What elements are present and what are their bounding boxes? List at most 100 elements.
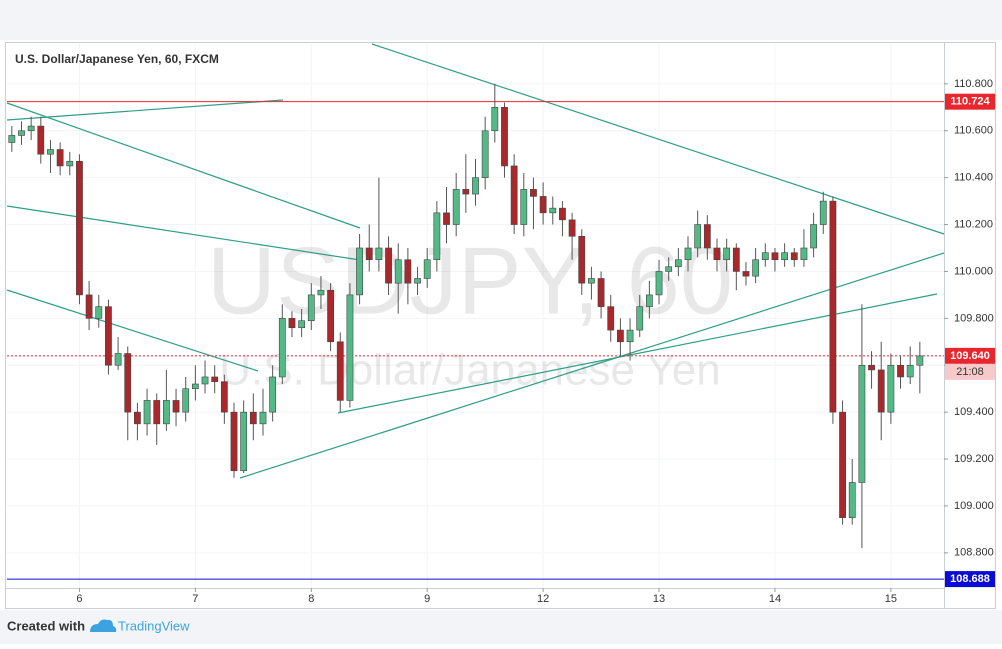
- price-label-box: [945, 347, 995, 364]
- y-tick-label: 110.600: [954, 125, 993, 137]
- candle-body: [443, 212, 450, 225]
- x-tick-label: 14: [769, 593, 781, 605]
- candle-body: [8, 135, 16, 143]
- candle-body: [761, 252, 769, 261]
- candle-body: [85, 294, 93, 319]
- candle-body: [365, 247, 373, 261]
- footer-brand[interactable]: TradingView: [118, 618, 190, 633]
- y-tick-label: 110.800: [954, 78, 993, 90]
- candle-body: [877, 369, 885, 413]
- candle-body: [249, 411, 257, 425]
- chart-title: U.S. Dollar/Japanese Yen, 60, FXCM: [15, 52, 219, 66]
- x-tick-label: 6: [76, 593, 82, 605]
- candle-body: [539, 196, 547, 214]
- candle-body: [288, 318, 296, 329]
- watermark: USDJPY, 60: [207, 227, 734, 334]
- y-tick-label: 108.800: [954, 547, 994, 559]
- candle-body: [887, 364, 895, 413]
- candle-body: [771, 252, 779, 261]
- x-tick-label: 13: [653, 593, 665, 605]
- y-tick-label: 109.000: [954, 500, 994, 512]
- y-tick-label: 109.200: [954, 453, 994, 465]
- candle-body: [76, 160, 83, 296]
- candle-body: [607, 306, 615, 331]
- candle-body: [617, 329, 624, 343]
- candle-body: [578, 235, 586, 284]
- candle-body: [105, 306, 112, 366]
- candle-body: [201, 376, 209, 385]
- candle-body: [18, 130, 25, 136]
- candle-body: [346, 294, 354, 401]
- candle-body: [549, 207, 557, 214]
- candle-body: [636, 306, 644, 331]
- y-tick-label: 110.400: [954, 172, 993, 184]
- plot: [7, 83, 944, 580]
- candle-body: [356, 247, 363, 296]
- candle-body: [906, 364, 914, 378]
- candle-body: [336, 341, 344, 401]
- candle-body: [858, 364, 866, 483]
- candle-body: [327, 289, 334, 343]
- candle-body: [394, 259, 402, 284]
- candle-body: [559, 207, 566, 221]
- candle-body: [433, 212, 441, 261]
- y-tick-label: 110.200: [954, 218, 993, 230]
- candle-body: [124, 353, 132, 413]
- candle-body: [481, 130, 489, 178]
- y-tick-label: 109.800: [954, 312, 994, 324]
- candle-body: [626, 329, 634, 343]
- trend-line: [6, 205, 361, 261]
- candle-body: [829, 200, 837, 413]
- candle-body: [868, 364, 875, 371]
- candle-body: [655, 271, 663, 296]
- candle-body: [278, 318, 286, 378]
- x-tick-label: 7: [192, 593, 198, 605]
- x-tick-label: 15: [885, 593, 897, 605]
- countdown: 21:08: [956, 366, 984, 378]
- candle-body: [230, 411, 238, 472]
- candle-body: [694, 224, 702, 249]
- candle-body: [703, 224, 711, 249]
- brand-logo[interactable]: [90, 619, 117, 633]
- candle-body: [723, 247, 731, 261]
- axes: 108.800109.000109.200109.400109.600109.8…: [76, 78, 995, 605]
- candle-body: [713, 247, 721, 261]
- price-label: 108.688: [950, 573, 990, 585]
- price-label: 110.724: [950, 96, 990, 108]
- trend-line: [337, 293, 938, 414]
- candle-body: [66, 160, 74, 167]
- price-label-box: [945, 571, 995, 588]
- candle-body: [501, 107, 508, 167]
- candle-body: [568, 219, 576, 237]
- candle-body: [414, 278, 421, 284]
- candle-body: [819, 200, 827, 225]
- candle-body: [674, 259, 682, 268]
- candle-body: [307, 294, 315, 321]
- candle-body: [645, 294, 653, 307]
- candle-body: [240, 411, 248, 472]
- price-label-box: [945, 93, 995, 110]
- trend-line: [6, 289, 259, 372]
- x-tick-label: 8: [308, 593, 314, 605]
- candle-body: [684, 247, 692, 261]
- candle-body: [375, 247, 383, 261]
- candle-body: [839, 411, 846, 518]
- candle-body: [385, 247, 392, 284]
- trend-line: [239, 252, 945, 479]
- candle-body: [916, 355, 924, 366]
- candle-body: [134, 411, 141, 425]
- candle-body: [742, 271, 750, 277]
- candle-body: [452, 189, 460, 225]
- candle-body: [172, 400, 180, 413]
- y-tick-label: 110.000: [954, 265, 993, 277]
- trend-line: [371, 43, 945, 235]
- candle-body: [47, 149, 54, 155]
- trend-lines: [6, 43, 945, 479]
- countdown-box: [945, 363, 995, 380]
- candle-body: [800, 247, 808, 261]
- trend-line: [6, 99, 284, 121]
- candle-body: [732, 247, 740, 272]
- candle-body: [211, 376, 219, 382]
